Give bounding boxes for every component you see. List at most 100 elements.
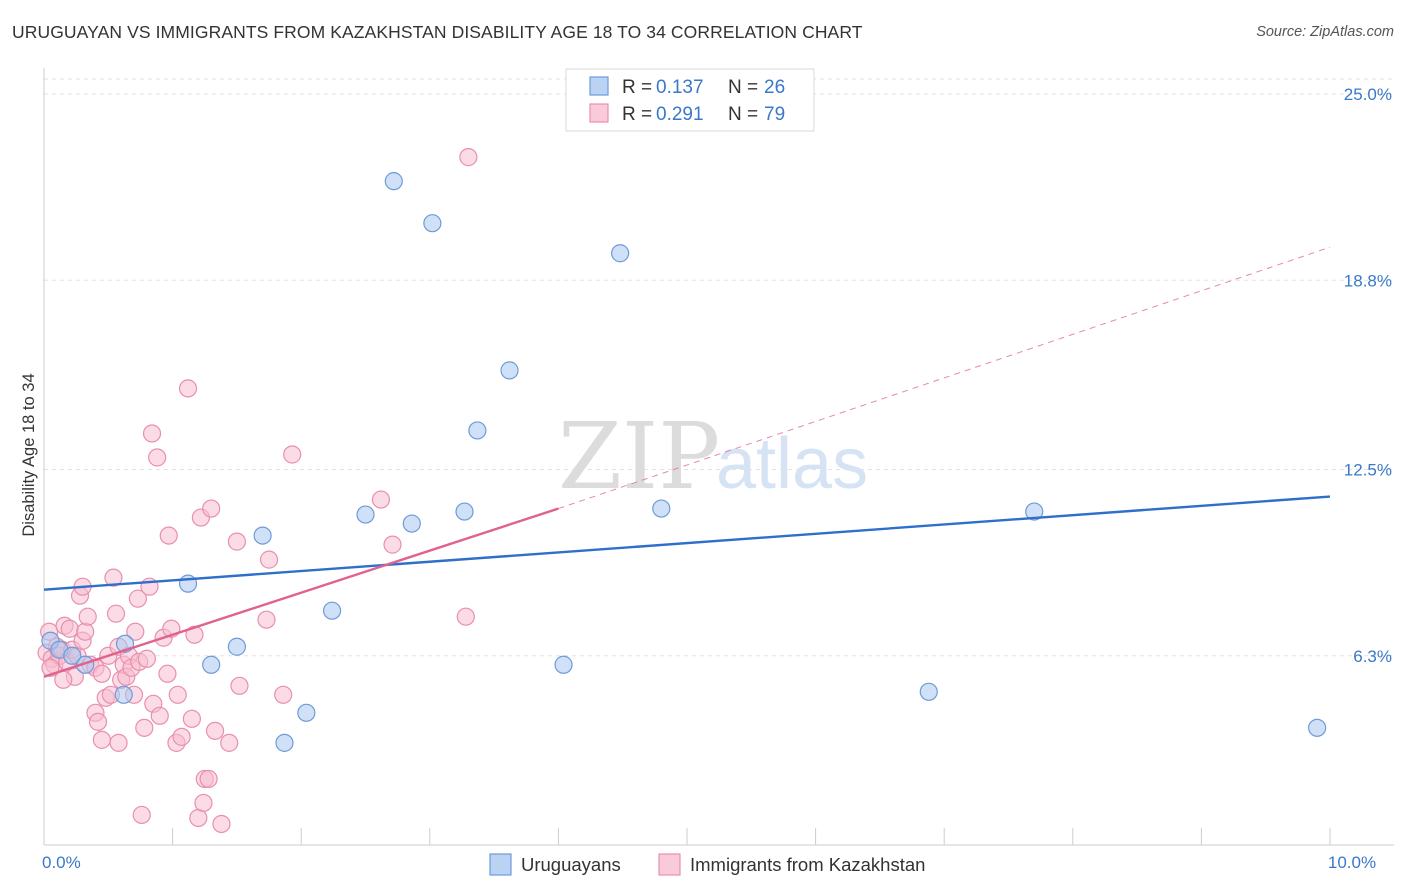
kazakhstan-point (212, 814, 231, 834)
uruguayan-point (227, 637, 246, 656)
kazakhstan-point (78, 607, 97, 626)
legend-label: Immigrants from Kazakhstan (690, 854, 925, 875)
kazakhstan-point (456, 607, 475, 626)
kazakhstan-point (106, 604, 126, 623)
y-tick-label: 12.5% (1344, 461, 1392, 480)
stats-n-value: 79 (764, 104, 785, 125)
kazakhstan-point (189, 808, 208, 828)
kazakhstan-point (257, 610, 276, 629)
uruguayan-point (76, 655, 95, 674)
kazakhstan-point (128, 589, 147, 608)
stats-legend: R = 0.137 N = 26 R = 0.291 N = 79 (565, 68, 815, 132)
kazakhstan-point (132, 805, 151, 825)
uruguayan-point (455, 502, 474, 521)
uruguayan-point (384, 172, 403, 191)
stats-n-label: N = (728, 104, 758, 125)
kazakhstan-point (259, 550, 279, 569)
uruguayan-point (423, 214, 442, 233)
kazakhstan-trend-line (43, 507, 559, 678)
uruguayan-trend-line (43, 495, 1331, 591)
kazakhstan-point (60, 619, 79, 638)
y-axis-label: Disability Age 18 to 34 (20, 373, 38, 536)
kazakhstan-point (168, 685, 187, 704)
uruguayan-point (1025, 502, 1044, 521)
kazakhstan-point (109, 733, 128, 752)
kazakhstan-point (172, 727, 191, 746)
kazakhstan-point (383, 535, 402, 554)
kazakhstan-point (158, 664, 177, 683)
uruguayan-point (500, 361, 519, 380)
stats-swatch-pink (589, 103, 609, 123)
axis-layer: 6.3% 12.5% 18.8% 25.0% 0.0% 10.0% (42, 68, 1394, 872)
kazakhstan-point (182, 709, 201, 728)
legend-swatch-kazakhstan (658, 853, 681, 876)
stats-r-label: R = (622, 77, 652, 98)
kazakhstan-point (159, 526, 178, 545)
uruguayan-point (63, 646, 82, 665)
kazakhstan-point (88, 712, 108, 731)
uruguayan-point (919, 682, 938, 701)
kazakhstan-point (227, 532, 246, 551)
bottom-legend: Uruguayans Immigrants from Kazakhstan (489, 853, 925, 876)
kazakhstan-point (283, 445, 302, 464)
uruguayan-point (275, 733, 294, 752)
kazakhstan-point (178, 379, 198, 398)
uruguayan-point (611, 244, 630, 263)
stats-r-value: 0.137 (656, 77, 704, 98)
watermark-zip: ZIP (558, 403, 720, 510)
stats-r-label: R = (622, 104, 652, 125)
uruguayan-point (468, 421, 487, 440)
kazakhstan-point (230, 676, 249, 695)
x-tick-label: 0.0% (42, 853, 81, 872)
legend-label: Uruguayans (521, 854, 621, 875)
y-tick-label: 25.0% (1344, 85, 1392, 104)
kazakhstan-point (54, 670, 73, 689)
kazakhstan-point (220, 733, 239, 752)
uruguayan-point (253, 526, 272, 545)
stats-n-value: 26 (764, 77, 785, 98)
stats-n-label: N = (728, 77, 758, 98)
uruguayan-point (402, 514, 421, 533)
uruguayan-point (1308, 718, 1327, 737)
stats-swatch-blue (589, 76, 609, 96)
y-tick-label: 18.8% (1344, 271, 1392, 290)
kazakhstan-trend-extension (558, 246, 1331, 510)
kazakhstan-point (126, 622, 145, 641)
uruguayan-point (114, 685, 133, 704)
kazakhstan-point (137, 649, 156, 668)
kazakhstan-point (205, 721, 225, 740)
x-tick-label: 10.0% (1328, 853, 1376, 872)
kazakhstan-point (92, 730, 111, 749)
kazakhstan-point (92, 664, 111, 683)
grid-layer (44, 78, 1394, 657)
uruguayan-point (297, 703, 316, 722)
kazakhstan-point (371, 490, 391, 509)
uruguayan-point (202, 655, 221, 674)
watermark: ZIP atlas (558, 403, 868, 510)
uruguayan-point (322, 601, 342, 620)
kazakhstan-point (185, 625, 204, 644)
kazakhstan-point (199, 769, 218, 789)
kazakhstan-point (148, 448, 167, 467)
watermark-atlas: atlas (716, 424, 868, 504)
kazakhstan-point (41, 658, 60, 677)
kazakhstan-point (135, 718, 154, 737)
kazakhstan-point (150, 706, 169, 725)
kazakhstan-point (104, 568, 123, 587)
legend-swatch-uruguayans (489, 853, 512, 876)
chart-title: URUGUAYAN VS IMMIGRANTS FROM KAZAKHSTAN … (12, 22, 863, 42)
kazakhstan-point (76, 622, 95, 641)
kazakhstan-point (194, 793, 213, 813)
source-credit: Source: ZipAtlas.com (1256, 24, 1394, 40)
y-tick-label: 6.3% (1353, 647, 1392, 666)
kazakhstan-point (274, 685, 293, 704)
trend-layer (43, 246, 1331, 678)
uruguayan-point (652, 499, 671, 518)
kazakhstan-point (142, 424, 162, 443)
kazakhstan-point (202, 499, 221, 518)
uruguayan-point (554, 655, 573, 674)
kazakhstan-point (459, 148, 478, 167)
uruguayan-point (356, 505, 375, 524)
stats-r-value: 0.291 (656, 104, 704, 125)
